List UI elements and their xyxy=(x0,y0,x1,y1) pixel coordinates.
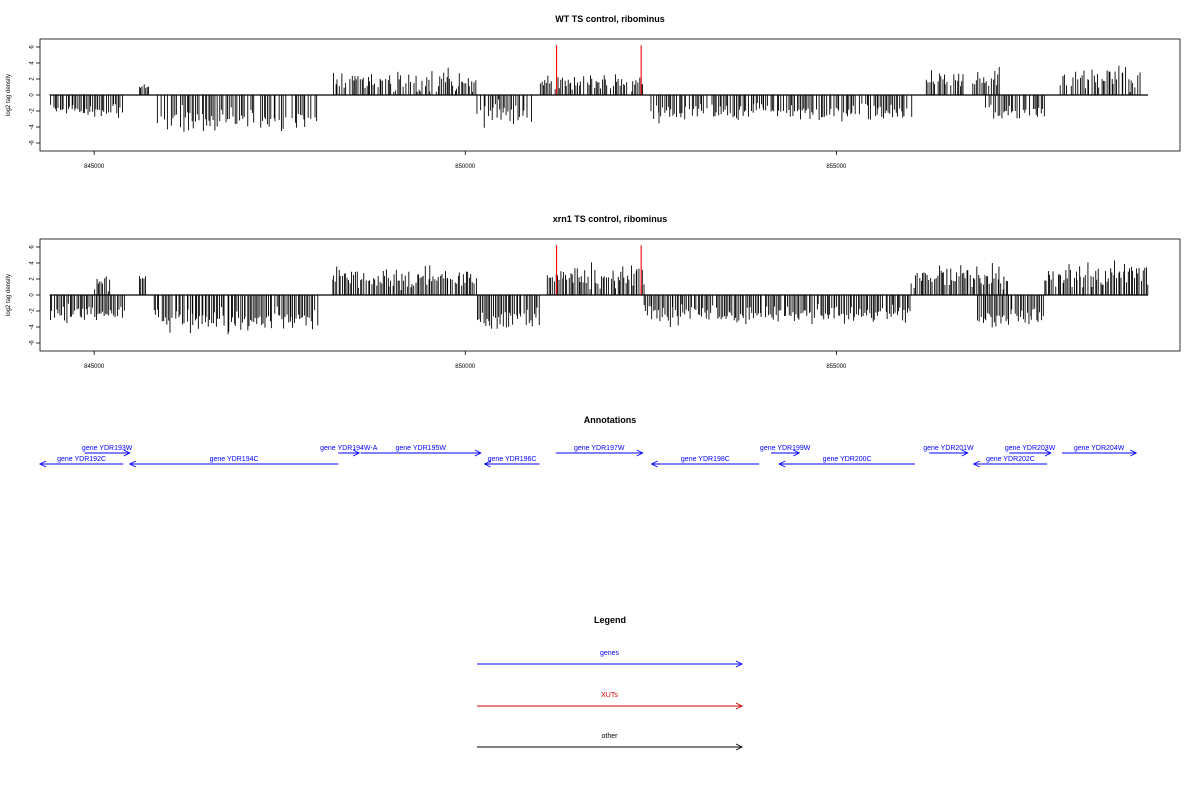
y-tick-label: 6 xyxy=(30,245,36,249)
y-tick-label: 0 xyxy=(30,93,36,97)
y-tick-label: 4 xyxy=(30,61,36,65)
x-tick-label: 850000 xyxy=(455,164,476,170)
gene-annotation: gene YDR203W xyxy=(1005,445,1056,457)
gene-label: gene YDR203W xyxy=(1005,445,1056,452)
legend-arrow-head xyxy=(735,660,744,668)
gene-annotation: gene YDR204W xyxy=(1061,445,1138,457)
wt-density-panel: WT TS control, ribominus log2 tag densit… xyxy=(6,14,1181,170)
x-tick-label: 850000 xyxy=(455,364,476,370)
legend-label: XUTs xyxy=(601,692,618,699)
gene-annotation: gene YDR199W xyxy=(760,445,811,457)
gene-annotation: gene YDR202C xyxy=(972,456,1048,468)
legend-arrow-head xyxy=(735,743,744,751)
gene-label: gene YDR196C xyxy=(488,456,537,463)
y-tick-label: -4 xyxy=(30,124,36,130)
legend-item: other xyxy=(477,733,744,751)
gene-arrow-head xyxy=(483,460,491,468)
gene-arrows: gene YDR192C gene YDR193W gene YDR194C gene… xyxy=(38,445,1138,468)
gene-annotation: gene YDR195W xyxy=(360,445,482,457)
density-bars xyxy=(50,260,1149,335)
gene-label: gene YDR194W-A xyxy=(320,445,378,452)
gene-label: gene YDR200C xyxy=(823,456,872,463)
gene-label: gene YDR192C xyxy=(57,456,106,463)
gene-arrow-head xyxy=(636,449,644,457)
gene-annotation: gene YDR192C xyxy=(38,456,124,468)
gene-label: gene YDR193W xyxy=(82,445,133,452)
gene-arrow-head xyxy=(650,460,658,468)
gene-annotation: gene YDR193W xyxy=(82,445,133,457)
gene-annotation: gene YDR198C xyxy=(650,456,760,468)
gene-label: gene YDR201W xyxy=(923,445,974,452)
gene-annotation: gene YDR194W-A xyxy=(320,445,378,457)
y-tick-label: -2 xyxy=(30,108,36,114)
gene-annotation: gene YDR196C xyxy=(483,456,540,468)
gene-label: gene YDR198C xyxy=(681,456,730,463)
gene-arrow-head xyxy=(123,449,131,457)
legend-items: genes XUTs other xyxy=(477,650,744,751)
gene-arrow-head xyxy=(972,460,980,468)
gene-arrow-head xyxy=(1044,449,1052,457)
gene-annotation: gene YDR197W xyxy=(555,445,644,457)
x-tick-label: 855000 xyxy=(826,364,847,370)
legend-title: Legend xyxy=(594,615,626,625)
gene-arrow-head xyxy=(352,449,361,457)
x-tick-label: 845000 xyxy=(84,364,105,370)
legend-label: genes xyxy=(600,650,620,657)
y-tick-label: 0 xyxy=(30,293,36,297)
y-tick-label: 6 xyxy=(30,45,36,49)
gene-label: gene YDR199W xyxy=(760,445,811,452)
gene-arrow-head xyxy=(1130,449,1138,457)
xut-highlight-bars xyxy=(556,45,642,95)
legend: Legend genes XUTs other xyxy=(477,615,744,751)
panel-title: WT TS control, ribominus xyxy=(555,14,665,24)
annotations-title: Annotations xyxy=(584,415,637,425)
legend-item: XUTs xyxy=(477,692,744,710)
y-tick-label: -4 xyxy=(30,324,36,330)
legend-item: genes xyxy=(477,650,744,668)
gene-annotation: gene YDR200C xyxy=(778,456,916,468)
y-tick-label: 2 xyxy=(30,77,36,81)
x-axis: 845000 850000 855000 xyxy=(84,151,847,170)
x-tick-label: 845000 xyxy=(84,164,105,170)
gene-arrow-head xyxy=(128,460,137,468)
gene-annotation: gene YDR201W xyxy=(923,445,974,457)
y-axis-label: log2 tag density xyxy=(6,74,12,116)
panel-title: xrn1 TS control, ribominus xyxy=(553,214,668,224)
gene-label: gene YDR197W xyxy=(574,445,625,452)
gene-label: gene YDR195W xyxy=(396,445,447,452)
y-axis: -6 -4 -2 0 2 4 6 xyxy=(30,245,40,346)
density-bars xyxy=(50,65,1141,132)
gene-arrow-head xyxy=(38,460,47,468)
legend-arrow-head xyxy=(735,702,744,710)
gene-arrow-head xyxy=(778,460,786,468)
y-axis: -6 -4 -2 0 2 4 6 xyxy=(30,45,40,146)
legend-label: other xyxy=(602,733,619,740)
y-axis-label: log2 tag density xyxy=(6,274,12,316)
y-tick-label: -6 xyxy=(30,340,36,346)
gene-label: gene YDR204W xyxy=(1074,445,1125,452)
x-tick-label: 855000 xyxy=(826,164,847,170)
gene-label: gene YDR194C xyxy=(210,456,259,463)
y-tick-label: -2 xyxy=(30,308,36,314)
gene-arrow-head xyxy=(961,449,969,457)
gene-arrow-head xyxy=(793,449,801,457)
y-tick-label: 2 xyxy=(30,277,36,281)
gene-arrow-head xyxy=(474,449,482,457)
xut-highlight-bars xyxy=(556,245,642,295)
xrn1-density-panel: xrn1 TS control, ribominus log2 tag dens… xyxy=(6,214,1181,370)
gene-label: gene YDR202C xyxy=(986,456,1035,463)
x-axis: 845000 850000 855000 xyxy=(84,351,847,370)
gene-annotation: gene YDR194C xyxy=(128,456,339,468)
y-tick-label: -6 xyxy=(30,140,36,146)
y-tick-label: 4 xyxy=(30,261,36,265)
